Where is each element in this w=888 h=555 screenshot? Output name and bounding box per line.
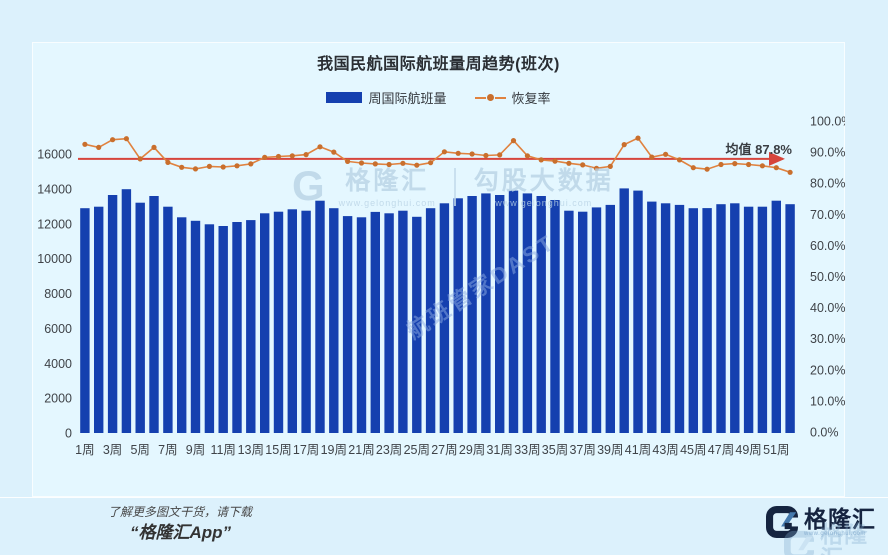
y-axis-left: 0 2000 4000 6000 8000 10000 12000 14000 16000 — [37, 148, 72, 441]
svg-text:49周: 49周 — [735, 443, 761, 457]
svg-text:40.0%: 40.0% — [810, 301, 845, 315]
svg-text:13周: 13周 — [238, 443, 264, 457]
recovery-rate-line — [84, 137, 791, 174]
svg-text:9周: 9周 — [186, 443, 205, 457]
brand-logo-text: 格隆汇 — [804, 506, 876, 532]
legend-item-flights: 周国际航班量 — [326, 88, 447, 107]
svg-text:35周: 35周 — [542, 443, 568, 457]
svg-text:27周: 27周 — [431, 443, 457, 457]
svg-text:29周: 29周 — [459, 443, 485, 457]
recovery-rate-points — [82, 135, 793, 175]
svg-text:43周: 43周 — [652, 443, 678, 457]
legend-label-flights: 周国际航班量 — [368, 91, 447, 106]
svg-text:2000: 2000 — [44, 392, 72, 406]
brand-logo-echo-text: 格隆汇 — [820, 521, 869, 555]
svg-text:11周: 11周 — [210, 443, 235, 457]
svg-text:8000: 8000 — [44, 287, 72, 301]
svg-text:21周: 21周 — [348, 443, 374, 457]
svg-text:15周: 15周 — [265, 443, 291, 457]
x-axis: 1周 3周 5周 7周 9周 11周 13周 15周 17周 19周 21周 23周 25周 27周 29周… — [75, 443, 789, 457]
svg-text:0.0%: 0.0% — [810, 426, 839, 440]
svg-text:37周: 37周 — [569, 443, 595, 457]
legend: 周国际航班量 恢复率 — [32, 88, 845, 107]
svg-text:7周: 7周 — [158, 443, 177, 457]
svg-text:4000: 4000 — [44, 357, 72, 371]
svg-text:30.0%: 30.0% — [810, 332, 845, 346]
svg-text:51周: 51周 — [763, 443, 789, 457]
svg-text:14000: 14000 — [37, 182, 72, 196]
svg-text:80.0%: 80.0% — [810, 177, 845, 191]
svg-text:41周: 41周 — [625, 443, 651, 457]
chart-title: 我国民航国际航班量周趋势(班次) — [317, 56, 560, 73]
line-swatch-icon — [474, 94, 506, 101]
y-axis-right: 0.0% 10.0% 20.0% 30.0% 40.0% 50.0% 60.0% 70.0% 8… — [810, 115, 845, 440]
svg-text:70.0%: 70.0% — [810, 208, 845, 222]
svg-text:10.0%: 10.0% — [810, 394, 845, 408]
svg-text:23周: 23周 — [376, 443, 402, 457]
legend-item-recovery: 恢复率 — [474, 88, 551, 107]
svg-text:12000: 12000 — [37, 217, 72, 231]
svg-text:31周: 31周 — [486, 443, 512, 457]
svg-text:20.0%: 20.0% — [810, 363, 845, 377]
chart-canvas: 0 2000 4000 6000 8000 10000 12000 14000 16000 0.0… — [37, 115, 845, 458]
svg-text:19周: 19周 — [321, 443, 347, 457]
mean-value-label: 均值 87.8% — [725, 142, 792, 157]
svg-text:60.0%: 60.0% — [810, 239, 845, 253]
svg-text:47周: 47周 — [708, 443, 734, 457]
svg-text:5周: 5周 — [130, 443, 149, 457]
footer-app-name: “格隆汇App” — [130, 523, 232, 542]
svg-text:25周: 25周 — [404, 443, 430, 457]
svg-text:0: 0 — [65, 427, 72, 441]
svg-text:100.0%: 100.0% — [810, 115, 845, 129]
bar-swatch-icon — [326, 92, 363, 103]
svg-text:1周: 1周 — [75, 443, 94, 457]
svg-text:39周: 39周 — [597, 443, 623, 457]
svg-text:6000: 6000 — [44, 322, 72, 336]
svg-text:16000: 16000 — [37, 148, 72, 162]
svg-text:45周: 45周 — [680, 443, 706, 457]
legend-label-recovery: 恢复率 — [511, 91, 551, 106]
brand-logo-echo: 格隆汇 — [784, 522, 888, 555]
brand-logo-url: www.gelonghui.com — [804, 531, 866, 537]
svg-text:10000: 10000 — [37, 252, 72, 266]
svg-text:33周: 33周 — [514, 443, 540, 457]
svg-text:17周: 17周 — [293, 443, 319, 457]
gelonghui-logo-echo-icon — [784, 530, 815, 555]
footer-note: 了解更多图文干货，请下载 — [108, 505, 253, 519]
gelonghui-logo-icon — [766, 506, 798, 538]
svg-text:3周: 3周 — [103, 443, 122, 457]
svg-text:50.0%: 50.0% — [810, 270, 845, 284]
svg-text:90.0%: 90.0% — [810, 146, 845, 160]
footer-divider — [0, 497, 888, 498]
bars-series — [80, 188, 795, 433]
brand-logo: 格隆汇 www.gelonghui.com — [766, 506, 876, 538]
